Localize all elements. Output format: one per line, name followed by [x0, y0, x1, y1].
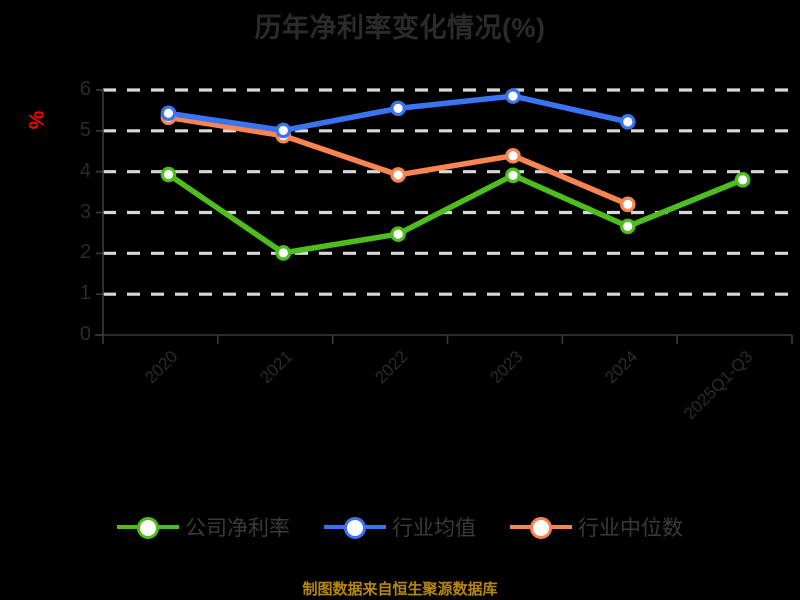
data-point-marker: [619, 218, 636, 235]
legend-label: 行业中位数: [578, 517, 683, 540]
chart-legend: 公司净利率 行业均值 行业中位数: [0, 512, 800, 542]
legend-label: 行业均值: [392, 517, 476, 540]
legend-dot: [344, 517, 366, 539]
footer-note: 制图数据来自恒生聚源数据库: [302, 581, 498, 598]
data-point-marker: [390, 100, 406, 117]
data-point-marker: [160, 105, 177, 122]
data-point-marker: [160, 166, 177, 183]
y-tick-label: 4: [79, 159, 91, 182]
data-point-marker: [505, 88, 521, 104]
y-tick-label: 1: [79, 282, 91, 305]
series-line: [165, 171, 746, 256]
y-tick-label: 5: [79, 118, 91, 141]
data-point-marker: [390, 167, 406, 183]
data-point-marker: [505, 147, 521, 164]
data-point-marker: [275, 245, 292, 261]
data-point-marker: [505, 167, 521, 184]
y-tick-label: 0: [79, 323, 91, 345]
data-point-marker: [619, 114, 636, 130]
legend-label: 公司净利率: [185, 517, 290, 540]
legend-dot: [530, 517, 552, 539]
legend-marker-icon: [324, 514, 386, 540]
data-point-marker: [390, 226, 406, 242]
legend-item[interactable]: 行业中位数: [510, 512, 683, 542]
chart-title: 历年净利率变化情况(%): [254, 13, 546, 43]
legend-item[interactable]: 公司净利率: [117, 512, 290, 542]
y-tick-label: 6: [79, 78, 91, 100]
legend-item[interactable]: 行业均值: [324, 512, 476, 542]
legend-marker-icon: [510, 514, 572, 540]
legend-dot: [137, 517, 159, 539]
data-point-marker: [275, 122, 292, 139]
data-point-marker: [734, 172, 751, 188]
y-tick-label: 3: [79, 200, 91, 223]
data-point-marker: [619, 196, 636, 213]
y-tick-label: 2: [79, 241, 91, 264]
legend-marker-icon: [117, 514, 179, 540]
